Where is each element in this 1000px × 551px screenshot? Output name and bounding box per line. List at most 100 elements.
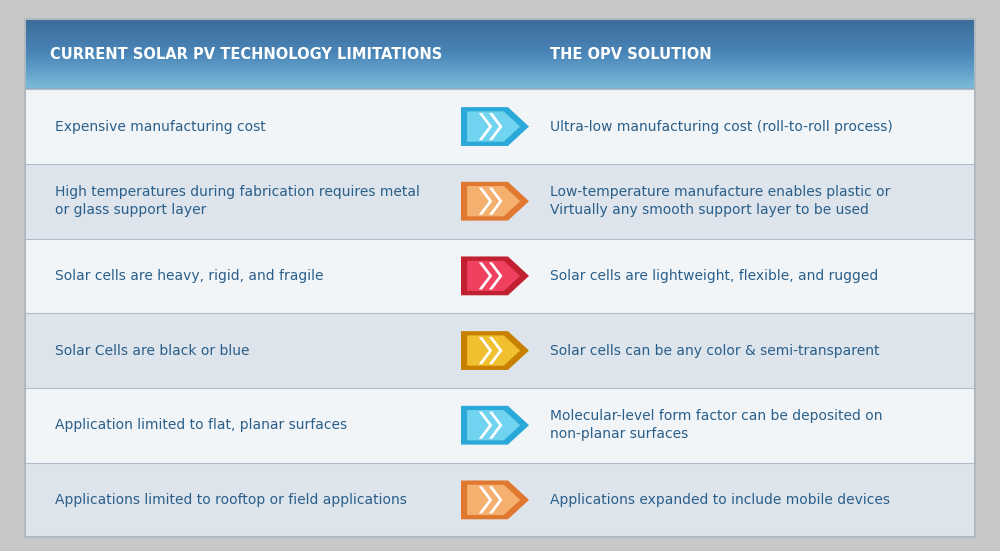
Bar bbox=[25, 46, 975, 48]
Bar bbox=[25, 59, 975, 61]
Bar bbox=[25, 50, 975, 52]
Bar bbox=[25, 38, 975, 40]
Polygon shape bbox=[461, 331, 529, 370]
Bar bbox=[25, 313, 975, 388]
Polygon shape bbox=[489, 262, 502, 289]
Bar bbox=[25, 83, 975, 86]
Bar bbox=[25, 51, 975, 53]
Bar bbox=[25, 61, 975, 63]
Bar bbox=[25, 55, 975, 57]
Text: High temperatures during fabrication requires metal
or glass support layer: High temperatures during fabrication req… bbox=[55, 185, 420, 218]
Polygon shape bbox=[479, 412, 492, 439]
Polygon shape bbox=[461, 406, 529, 445]
Polygon shape bbox=[479, 262, 492, 289]
Polygon shape bbox=[467, 410, 520, 440]
Bar bbox=[25, 41, 975, 44]
Bar bbox=[25, 68, 975, 71]
Bar bbox=[25, 60, 975, 62]
Polygon shape bbox=[489, 337, 502, 364]
Polygon shape bbox=[489, 188, 502, 215]
Text: Low-temperature manufacture enables plastic or
Virtually any smooth support laye: Low-temperature manufacture enables plas… bbox=[550, 185, 890, 218]
Bar bbox=[25, 239, 975, 313]
Bar bbox=[25, 52, 975, 54]
Text: Solar cells are lightweight, flexible, and rugged: Solar cells are lightweight, flexible, a… bbox=[550, 269, 878, 283]
Bar bbox=[25, 85, 975, 87]
Bar bbox=[25, 21, 975, 24]
Bar bbox=[25, 37, 975, 39]
Bar bbox=[25, 29, 975, 31]
Polygon shape bbox=[479, 113, 492, 140]
Bar bbox=[25, 47, 975, 50]
Bar bbox=[25, 44, 975, 46]
Polygon shape bbox=[489, 487, 502, 514]
Bar bbox=[25, 80, 975, 82]
Polygon shape bbox=[461, 480, 529, 519]
Bar bbox=[25, 87, 975, 89]
Polygon shape bbox=[489, 412, 502, 439]
Bar bbox=[25, 48, 975, 51]
Bar bbox=[25, 72, 975, 74]
Bar bbox=[25, 24, 975, 26]
Bar bbox=[25, 25, 975, 28]
Bar bbox=[25, 31, 975, 33]
Bar bbox=[25, 36, 975, 38]
Text: Ultra-low manufacturing cost (roll-to-roll process): Ultra-low manufacturing cost (roll-to-ro… bbox=[550, 120, 893, 133]
Polygon shape bbox=[479, 337, 492, 364]
Bar bbox=[25, 26, 975, 29]
Polygon shape bbox=[461, 256, 529, 295]
Bar bbox=[25, 71, 975, 73]
Text: THE OPV SOLUTION: THE OPV SOLUTION bbox=[550, 47, 712, 62]
Bar bbox=[25, 35, 975, 37]
Bar bbox=[25, 23, 975, 25]
Bar bbox=[25, 82, 975, 84]
Bar bbox=[25, 62, 975, 64]
Polygon shape bbox=[467, 485, 520, 515]
Polygon shape bbox=[479, 487, 492, 514]
Bar bbox=[25, 18, 975, 20]
Bar bbox=[25, 89, 975, 164]
Polygon shape bbox=[461, 182, 529, 220]
Bar bbox=[25, 56, 975, 58]
Bar bbox=[25, 462, 975, 537]
Bar bbox=[25, 63, 975, 66]
Bar bbox=[25, 19, 975, 21]
Bar bbox=[25, 164, 975, 239]
Bar bbox=[25, 79, 975, 81]
Text: Application limited to flat, planar surfaces: Application limited to flat, planar surf… bbox=[55, 418, 347, 432]
Bar bbox=[25, 77, 975, 79]
Polygon shape bbox=[467, 111, 520, 142]
Bar bbox=[25, 45, 975, 47]
Text: Applications expanded to include mobile devices: Applications expanded to include mobile … bbox=[550, 493, 890, 507]
Bar bbox=[25, 66, 975, 68]
Polygon shape bbox=[479, 188, 492, 215]
Bar bbox=[25, 58, 975, 60]
Text: Solar cells are heavy, rigid, and fragile: Solar cells are heavy, rigid, and fragil… bbox=[55, 269, 324, 283]
Bar bbox=[25, 32, 975, 34]
Polygon shape bbox=[467, 186, 520, 217]
Text: Expensive manufacturing cost: Expensive manufacturing cost bbox=[55, 120, 266, 133]
Bar bbox=[25, 65, 975, 67]
Text: CURRENT SOLAR PV TECHNOLOGY LIMITATIONS: CURRENT SOLAR PV TECHNOLOGY LIMITATIONS bbox=[50, 47, 442, 62]
Bar bbox=[25, 28, 975, 30]
Bar bbox=[25, 388, 975, 462]
Bar bbox=[25, 78, 975, 80]
Bar bbox=[25, 86, 975, 88]
Bar bbox=[25, 20, 975, 23]
Polygon shape bbox=[467, 336, 520, 366]
Bar bbox=[25, 69, 975, 72]
Text: Molecular-level form factor can be deposited on
non-planar surfaces: Molecular-level form factor can be depos… bbox=[550, 409, 883, 441]
Bar bbox=[25, 73, 975, 75]
Bar bbox=[25, 30, 975, 32]
Text: Applications limited to rooftop or field applications: Applications limited to rooftop or field… bbox=[55, 493, 407, 507]
Polygon shape bbox=[467, 261, 520, 291]
Bar bbox=[25, 39, 975, 41]
Bar bbox=[25, 67, 975, 69]
Bar bbox=[25, 75, 975, 78]
Bar bbox=[25, 57, 975, 59]
Text: Solar Cells are black or blue: Solar Cells are black or blue bbox=[55, 344, 250, 358]
Bar bbox=[25, 74, 975, 77]
Bar bbox=[25, 40, 975, 42]
Polygon shape bbox=[461, 107, 529, 146]
Bar bbox=[25, 42, 975, 45]
Bar bbox=[25, 33, 975, 36]
